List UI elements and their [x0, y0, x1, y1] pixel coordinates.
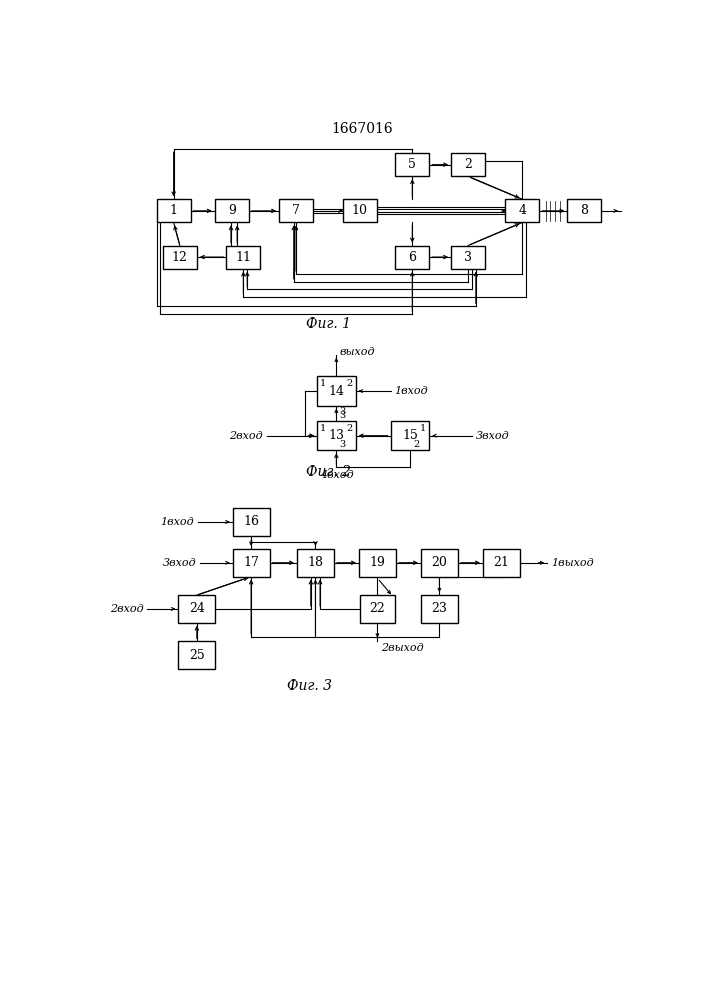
FancyBboxPatch shape	[156, 199, 191, 222]
Text: 1вход: 1вход	[395, 386, 428, 396]
Text: 22: 22	[370, 602, 385, 615]
FancyBboxPatch shape	[567, 199, 602, 222]
FancyBboxPatch shape	[297, 549, 334, 577]
Text: 25: 25	[189, 649, 205, 662]
Text: 18: 18	[308, 556, 323, 569]
FancyBboxPatch shape	[451, 153, 485, 176]
FancyBboxPatch shape	[215, 199, 249, 222]
FancyBboxPatch shape	[343, 199, 377, 222]
Text: Фиг. 3: Фиг. 3	[287, 679, 332, 693]
Text: 2: 2	[464, 158, 472, 171]
Text: 6: 6	[409, 251, 416, 264]
FancyBboxPatch shape	[421, 595, 458, 623]
Text: 1: 1	[320, 379, 327, 388]
Text: Фиг. 1: Фиг. 1	[306, 317, 351, 331]
Text: 19: 19	[370, 556, 385, 569]
FancyBboxPatch shape	[483, 549, 520, 577]
Text: 13: 13	[328, 429, 344, 442]
Text: 2: 2	[346, 379, 353, 388]
Text: 8: 8	[580, 204, 588, 217]
FancyBboxPatch shape	[506, 199, 539, 222]
Text: 21: 21	[493, 556, 509, 569]
Text: 3: 3	[339, 411, 346, 420]
Text: Фиг. 2: Фиг. 2	[306, 465, 351, 479]
Text: 2вход: 2вход	[110, 604, 144, 614]
FancyBboxPatch shape	[233, 508, 270, 536]
FancyBboxPatch shape	[359, 549, 396, 577]
Text: 14: 14	[328, 385, 344, 398]
Text: 10: 10	[351, 204, 368, 217]
Text: 3: 3	[464, 251, 472, 264]
Text: 2: 2	[413, 440, 419, 449]
Text: 11: 11	[235, 251, 252, 264]
FancyBboxPatch shape	[451, 246, 485, 269]
Text: 17: 17	[243, 556, 259, 569]
Text: 3: 3	[339, 440, 346, 449]
Text: 1выход: 1выход	[551, 558, 594, 568]
Text: 7: 7	[292, 204, 300, 217]
Text: 4вход: 4вход	[320, 470, 354, 480]
FancyBboxPatch shape	[421, 549, 458, 577]
FancyBboxPatch shape	[233, 549, 270, 577]
Text: 4: 4	[518, 204, 527, 217]
Text: 1: 1	[420, 424, 426, 433]
Text: 1667016: 1667016	[331, 122, 393, 136]
FancyBboxPatch shape	[178, 595, 216, 623]
Text: 9: 9	[228, 204, 235, 217]
FancyBboxPatch shape	[317, 376, 356, 406]
Text: 23: 23	[431, 602, 448, 615]
Text: 20: 20	[431, 556, 448, 569]
FancyBboxPatch shape	[317, 421, 356, 450]
FancyBboxPatch shape	[391, 421, 429, 450]
FancyBboxPatch shape	[361, 595, 395, 623]
Text: 5: 5	[409, 158, 416, 171]
FancyBboxPatch shape	[163, 246, 197, 269]
Text: 1: 1	[170, 204, 177, 217]
Text: выход: выход	[339, 347, 375, 357]
Text: 1: 1	[320, 424, 327, 433]
Text: 12: 12	[172, 251, 188, 264]
FancyBboxPatch shape	[395, 246, 429, 269]
Text: 3вход: 3вход	[476, 431, 510, 441]
Text: 16: 16	[243, 515, 259, 528]
Text: 2выход: 2выход	[380, 643, 423, 653]
FancyBboxPatch shape	[395, 153, 429, 176]
Text: 3вход: 3вход	[163, 558, 196, 568]
Text: 2: 2	[346, 424, 353, 433]
Text: 1вход: 1вход	[160, 517, 194, 527]
Text: 3: 3	[339, 407, 346, 416]
FancyBboxPatch shape	[178, 641, 216, 669]
FancyBboxPatch shape	[279, 199, 313, 222]
Text: 15: 15	[402, 429, 418, 442]
FancyBboxPatch shape	[226, 246, 260, 269]
Text: 24: 24	[189, 602, 205, 615]
Text: 2вход: 2вход	[229, 431, 263, 441]
